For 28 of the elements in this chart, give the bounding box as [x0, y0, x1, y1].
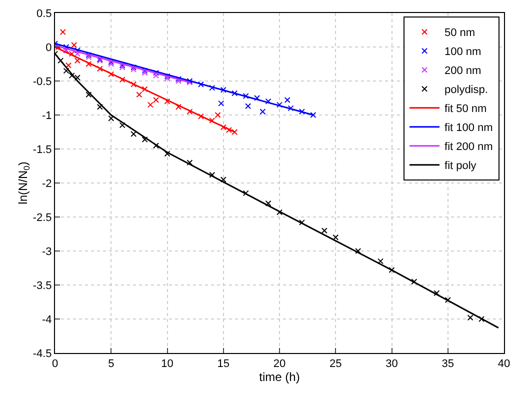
y-tick-label: -3 — [42, 246, 52, 258]
legend-label: 100 nm — [444, 46, 482, 58]
legend-label: fit 50 nm — [444, 103, 487, 116]
y-tick-label: -2 — [42, 178, 52, 190]
y-tick-label: -4.5 — [32, 348, 52, 360]
y-tick-label: -1 — [42, 110, 52, 122]
legend-label: fit 200 nm — [444, 141, 493, 154]
x-tick-label: 25 — [330, 358, 342, 370]
legend-label: fit 100 nm — [444, 122, 493, 134]
x-tick-label: 40 — [498, 358, 510, 370]
x-tick-label: 20 — [273, 358, 286, 370]
legend-label: polydisp. — [444, 84, 488, 96]
x-axis-title: time (h) — [259, 370, 300, 384]
y-tick-label: -3.5 — [32, 280, 52, 292]
x-tick-label: 15 — [217, 358, 230, 370]
y-tick-label: -1.5 — [32, 144, 52, 156]
x-tick-label: 35 — [442, 358, 454, 370]
y-tick-label: -2.5 — [32, 212, 52, 224]
legend-label: 50 nm — [444, 27, 476, 40]
y-tick-label: 0.5 — [36, 8, 52, 20]
legend-label: fit poly — [444, 160, 477, 172]
y-tick-label: -0.5 — [32, 76, 52, 88]
x-tick-label: 30 — [386, 358, 398, 370]
y-tick-label: 0 — [46, 42, 52, 54]
y-tick-label: -4 — [42, 314, 52, 326]
legend-label: 200 nm — [444, 65, 482, 78]
x-tick-label: 10 — [161, 358, 174, 370]
x-tick-label: 5 — [108, 358, 114, 370]
